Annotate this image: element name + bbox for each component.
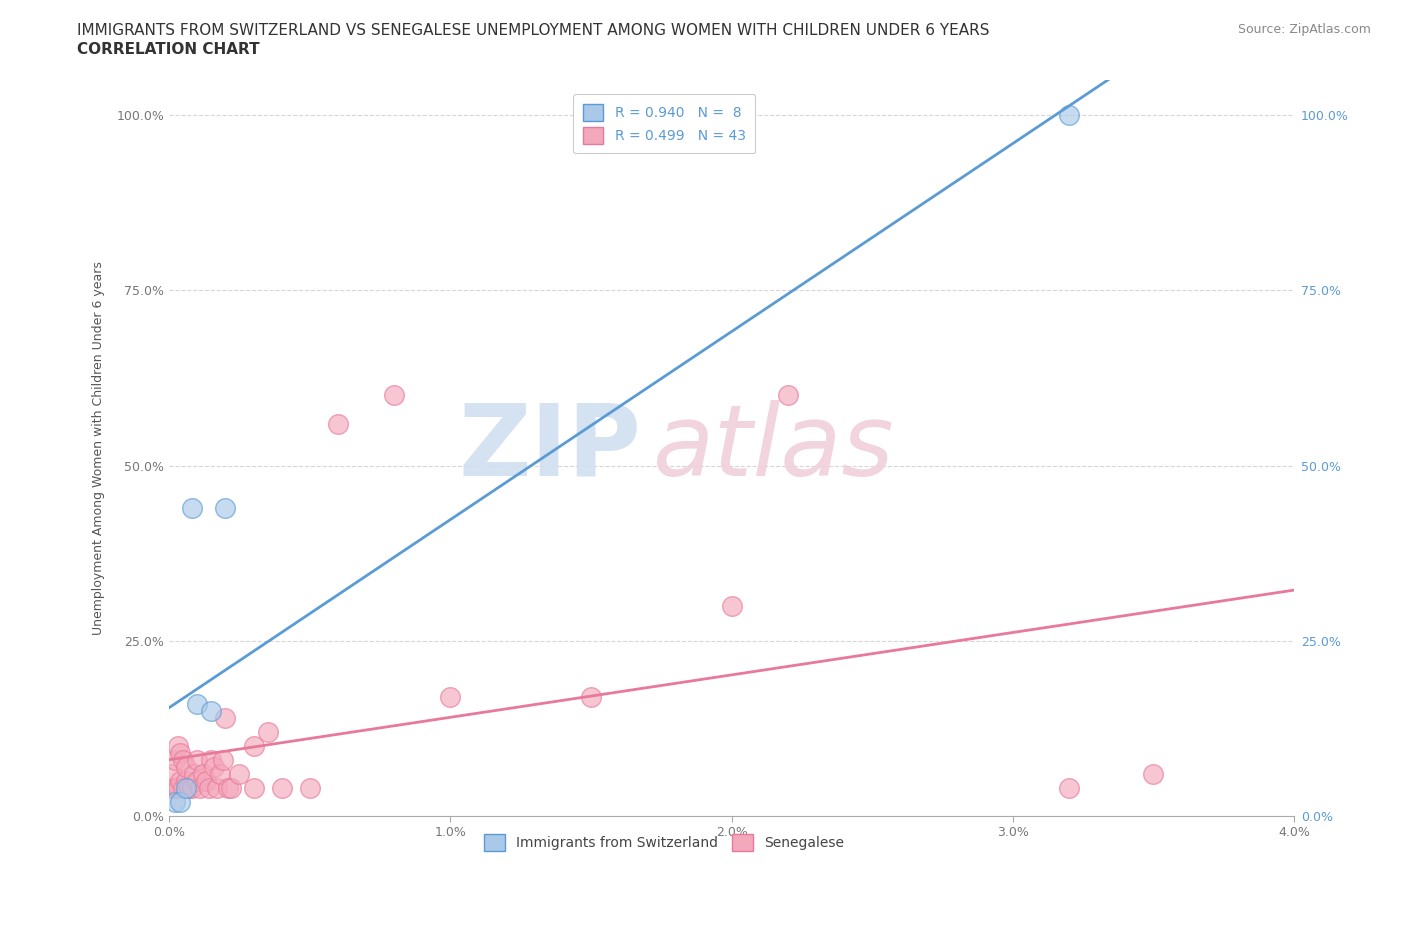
- Point: [191, 766, 214, 781]
- Point: [160, 766, 183, 781]
- Point: [169, 746, 191, 761]
- Point: [1142, 766, 1164, 781]
- Point: [228, 766, 250, 781]
- Y-axis label: Unemployment Among Women with Children Under 6 years: Unemployment Among Women with Children U…: [93, 261, 105, 635]
- Text: CORRELATION CHART: CORRELATION CHART: [77, 42, 260, 57]
- Point: [298, 780, 321, 795]
- Point: [163, 794, 186, 809]
- Point: [174, 774, 197, 789]
- Point: [1057, 780, 1080, 795]
- Point: [200, 752, 222, 767]
- Point: [186, 752, 208, 767]
- Text: atlas: atlas: [652, 400, 894, 497]
- Point: [242, 780, 264, 795]
- Point: [169, 774, 191, 789]
- Text: ZIP: ZIP: [458, 400, 641, 497]
- Text: IMMIGRANTS FROM SWITZERLAND VS SENEGALESE UNEMPLOYMENT AMONG WOMEN WITH CHILDREN: IMMIGRANTS FROM SWITZERLAND VS SENEGALES…: [77, 23, 990, 38]
- Point: [174, 760, 197, 775]
- Point: [186, 697, 208, 711]
- Point: [166, 780, 188, 795]
- Point: [169, 794, 191, 809]
- Point: [776, 388, 799, 403]
- Point: [188, 780, 211, 795]
- Point: [326, 416, 349, 431]
- Point: [270, 780, 292, 795]
- Point: [579, 689, 602, 704]
- Point: [166, 738, 188, 753]
- Point: [219, 780, 242, 795]
- Point: [1057, 108, 1080, 123]
- Point: [200, 703, 222, 718]
- Point: [214, 500, 236, 515]
- Point: [256, 724, 278, 739]
- Point: [174, 780, 197, 795]
- Point: [439, 689, 461, 704]
- Point: [217, 780, 239, 795]
- Point: [205, 780, 228, 795]
- Point: [180, 780, 202, 795]
- Point: [172, 752, 194, 767]
- Point: [202, 760, 225, 775]
- Legend: Immigrants from Switzerland, Senegalese: Immigrants from Switzerland, Senegalese: [474, 824, 853, 860]
- Point: [720, 598, 742, 613]
- Point: [163, 780, 186, 795]
- Point: [186, 774, 208, 789]
- Point: [242, 738, 264, 753]
- Point: [172, 780, 194, 795]
- Point: [183, 766, 205, 781]
- Point: [208, 766, 231, 781]
- Point: [194, 774, 217, 789]
- Point: [180, 500, 202, 515]
- Point: [197, 780, 219, 795]
- Point: [177, 780, 200, 795]
- Point: [160, 780, 183, 795]
- Point: [163, 752, 186, 767]
- Point: [211, 752, 233, 767]
- Point: [382, 388, 405, 403]
- Text: Source: ZipAtlas.com: Source: ZipAtlas.com: [1237, 23, 1371, 36]
- Point: [214, 711, 236, 725]
